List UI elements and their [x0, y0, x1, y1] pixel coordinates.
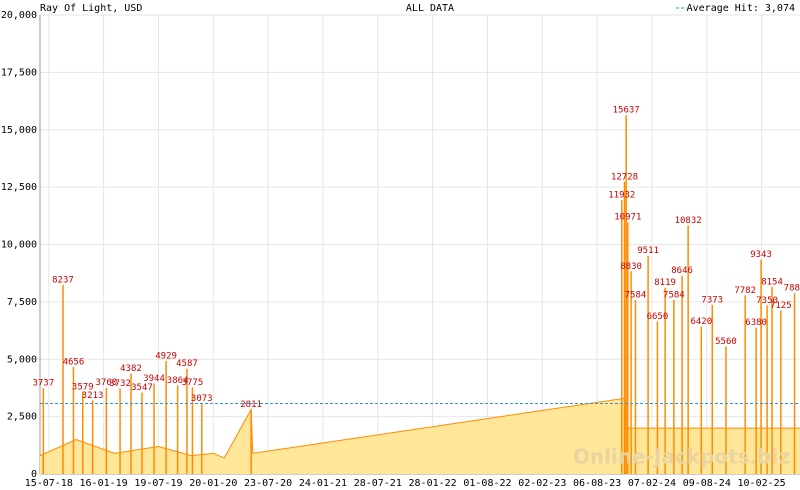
hit-label: 4929: [155, 351, 177, 361]
x-tick-label: 24-01-21: [299, 478, 347, 489]
hit-label: 3547: [131, 383, 153, 393]
hit-label: 4656: [63, 358, 85, 368]
y-tick-label: 15,000: [1, 125, 37, 136]
hit-label: 3073: [191, 394, 213, 404]
hit-label: 8154: [761, 277, 783, 287]
hit-label: 8119: [654, 278, 676, 288]
hit-label: 15637: [613, 106, 640, 116]
hit-label: 4587: [176, 359, 198, 369]
chart-title: Ray Of Light, USD: [40, 3, 142, 14]
x-tick-label: 16-01-19: [80, 478, 128, 489]
hit-label: 4382: [120, 364, 142, 374]
y-tick-label: 12,500: [1, 182, 37, 193]
hit-label: 5560: [715, 337, 737, 347]
hit-label: 7584: [625, 290, 647, 300]
x-tick-label: 09-08-24: [683, 478, 731, 489]
hit-label: 7350: [756, 296, 778, 306]
y-tick-label: 17,500: [1, 67, 37, 78]
chart-subtitle: ALL DATA: [406, 3, 454, 14]
hit-label: 10971: [614, 213, 641, 223]
hit-label: 6420: [690, 317, 712, 327]
x-tick-label: 15-07-18: [25, 478, 73, 489]
watermark: Online-Jackpots.biz: [573, 445, 790, 469]
hit-label: 8830: [620, 262, 642, 272]
hit-label: 8646: [671, 266, 693, 276]
x-tick-label: 28-01-22: [409, 478, 457, 489]
x-tick-label: 28-07-21: [354, 478, 402, 489]
x-tick-label: 01-08-22: [463, 478, 511, 489]
x-tick-label: 02-02-23: [518, 478, 566, 489]
hit-label: 3737: [32, 379, 54, 389]
x-tick-label: 20-01-20: [189, 478, 237, 489]
y-tick-label: 7,500: [7, 297, 37, 308]
hit-label: 12728: [611, 172, 638, 182]
hit-label: 10832: [675, 216, 702, 226]
hit-label: 6380: [745, 318, 767, 328]
grid: [39, 14, 800, 475]
hit-label: 3944: [143, 374, 165, 384]
area-fill: [40, 398, 800, 474]
hit-label: 9511: [637, 246, 659, 256]
hit-label: 9343: [750, 250, 772, 260]
y-tick-label: 0: [31, 469, 37, 480]
hit-label: 7125: [770, 301, 792, 311]
x-tick-label: 23-07-20: [244, 478, 292, 489]
hit-label: 2811: [240, 400, 262, 410]
x-tick-label: 07-02-24: [628, 478, 676, 489]
y-tick-label: 5,000: [7, 354, 37, 365]
y-tick-label: 10,000: [1, 240, 37, 251]
hit-label: 7782: [734, 286, 756, 296]
hit-label: 11932: [608, 191, 635, 201]
hit-label: 3579: [72, 382, 94, 392]
hit-label: 6650: [647, 312, 669, 322]
hit-label: 7584: [663, 290, 685, 300]
hit-label: 3213: [82, 391, 104, 401]
hit-label: 8237: [52, 275, 74, 285]
hit-label: 3732: [109, 379, 131, 389]
x-tick-label: 10-02-25: [738, 478, 786, 489]
y-tick-label: 20,000: [1, 10, 37, 21]
legend-average: Average Hit: 3,074: [687, 3, 795, 14]
hit-label: 3775: [182, 378, 204, 388]
hit-label: 3760: [96, 378, 118, 388]
y-tick-label: 2,500: [7, 412, 37, 423]
x-tick-label: 06-08-23: [573, 478, 621, 489]
hit-label: 7373: [701, 295, 723, 305]
hit-label: 3864: [167, 376, 189, 386]
x-tick-label: 19-07-19: [134, 478, 182, 489]
hit-label: 7880: [784, 284, 800, 294]
